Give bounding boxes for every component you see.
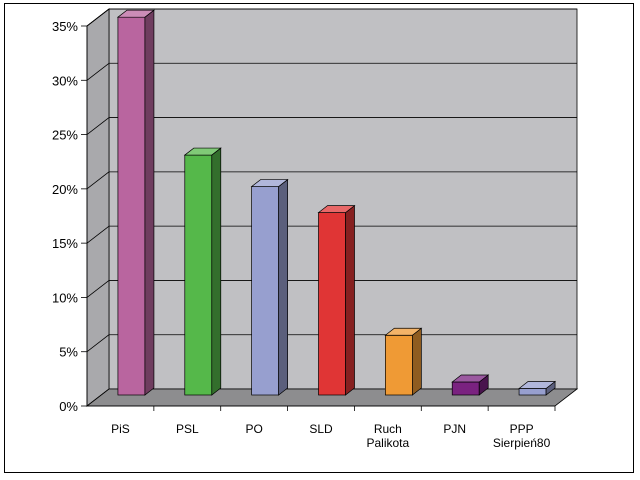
x-category-label: PO: [245, 422, 262, 436]
bar-top: [183, 147, 222, 156]
gridline-side: [86, 8, 110, 27]
bar-front: [184, 154, 213, 396]
y-tick-label: 10%: [52, 290, 78, 305]
bar-top: [384, 327, 423, 336]
bar-side: [345, 204, 355, 396]
bar-top: [518, 381, 557, 389]
x-category-label: Sierpień80: [493, 436, 551, 450]
bar: [384, 327, 423, 396]
bar-front: [117, 16, 146, 396]
bar: [116, 9, 155, 396]
x-category-label: Ruch: [374, 422, 402, 436]
x-category-label: Palikota: [367, 436, 410, 450]
bar-top: [317, 205, 356, 213]
y-tick-label: 25%: [52, 128, 78, 143]
y-tick-label: 0%: [59, 399, 78, 414]
y-tick-label: 15%: [52, 236, 78, 251]
bar-front: [518, 388, 547, 396]
bar-side: [144, 9, 155, 396]
bar-front: [385, 334, 413, 396]
side-wall: [86, 8, 110, 407]
bars: [116, 9, 557, 396]
bar-top: [250, 179, 289, 187]
bar: [451, 374, 490, 396]
bar-top: [451, 374, 490, 383]
x-category-label: SLD: [309, 422, 333, 436]
y-tick-label: 30%: [52, 73, 78, 88]
bar-side: [211, 147, 222, 396]
gridline-side: [86, 280, 110, 298]
gridline-side: [86, 225, 110, 244]
y-axis: 0% 5% 10% 15% 20% 25% 30% 35%: [52, 19, 88, 414]
bar-side: [278, 178, 288, 396]
y-tick-label: 5%: [59, 345, 78, 360]
bar-side: [412, 327, 422, 396]
x-category-label: PSL: [176, 422, 199, 436]
bar-front: [251, 186, 279, 396]
gridline-side: [86, 334, 110, 353]
x-category-label: PPP: [510, 422, 534, 436]
y-tick-label: 35%: [52, 19, 78, 34]
bar-front: [451, 381, 480, 396]
bar: [183, 147, 222, 396]
y-tick-label: 20%: [52, 182, 78, 197]
gridline-side: [86, 117, 110, 135]
bar-top: [116, 9, 155, 18]
gridline-side: [86, 62, 110, 81]
gridline-side: [86, 171, 110, 190]
x-category-label: PJN: [443, 422, 466, 436]
x-category-label: PiS: [111, 422, 130, 436]
bar: [250, 178, 289, 396]
bar: [518, 380, 557, 396]
bar-front: [318, 212, 346, 396]
bar: [317, 204, 356, 396]
